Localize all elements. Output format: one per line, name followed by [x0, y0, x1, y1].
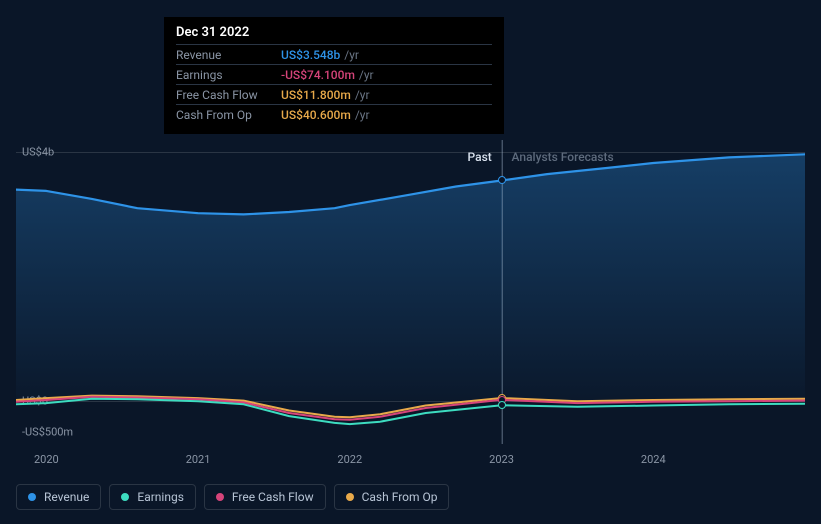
chart-plot-area[interactable]	[16, 140, 805, 444]
legend-label: Earnings	[137, 490, 184, 504]
tooltip-row: Earnings-US$74.100m/yr	[176, 64, 492, 84]
tooltip-row: Free Cash FlowUS$11.800m/yr	[176, 84, 492, 104]
legend-label: Free Cash Flow	[232, 490, 314, 504]
legend-dot-icon	[28, 493, 36, 501]
tooltip-row: RevenueUS$3.548b/yr	[176, 44, 492, 64]
tooltip-row-unit: /yr	[355, 108, 370, 122]
tooltip-row-unit: /yr	[359, 68, 374, 82]
tooltip-row-label: Revenue	[176, 48, 281, 62]
legend-dot-icon	[216, 493, 224, 501]
tooltip-row-label: Free Cash Flow	[176, 88, 281, 102]
tooltip-row-value: -US$74.100m	[281, 68, 355, 82]
tooltip-row-value: US$11.800m	[281, 88, 351, 102]
financials-chart: Dec 31 2022 RevenueUS$3.548b/yrEarnings-…	[0, 0, 821, 524]
x-axis-label: 2024	[641, 453, 666, 466]
tooltip-row-value: US$40.600m	[281, 108, 351, 122]
legend-item-revenue[interactable]: Revenue	[16, 484, 101, 510]
tooltip-row-label: Cash From Op	[176, 108, 281, 122]
tooltip-row-unit: /yr	[344, 48, 359, 62]
chart-tooltip: Dec 31 2022 RevenueUS$3.548b/yrEarnings-…	[164, 17, 504, 134]
legend-label: Revenue	[44, 490, 89, 504]
chart-legend: Revenue Earnings Free Cash Flow Cash From O…	[16, 484, 449, 510]
legend-dot-icon	[346, 493, 354, 501]
x-axis-label: 2022	[337, 453, 362, 466]
legend-dot-icon	[121, 493, 129, 501]
tooltip-date: Dec 31 2022	[176, 25, 492, 44]
tooltip-row-label: Earnings	[176, 68, 281, 82]
tooltip-row-value: US$3.548b	[281, 48, 340, 62]
cursor-marker-earnings	[498, 401, 506, 409]
x-axis-label: 2023	[489, 453, 514, 466]
legend-item-fcf[interactable]: Free Cash Flow	[204, 484, 326, 510]
tooltip-row: Cash From OpUS$40.600m/yr	[176, 104, 492, 124]
legend-item-earnings[interactable]: Earnings	[109, 484, 196, 510]
legend-item-cfo[interactable]: Cash From Op	[334, 484, 450, 510]
legend-label: Cash From Op	[362, 490, 438, 504]
x-axis-label: 2021	[186, 453, 211, 466]
cursor-marker-revenue	[498, 176, 506, 184]
tooltip-row-unit: /yr	[355, 88, 370, 102]
x-axis-label: 2020	[34, 453, 59, 466]
